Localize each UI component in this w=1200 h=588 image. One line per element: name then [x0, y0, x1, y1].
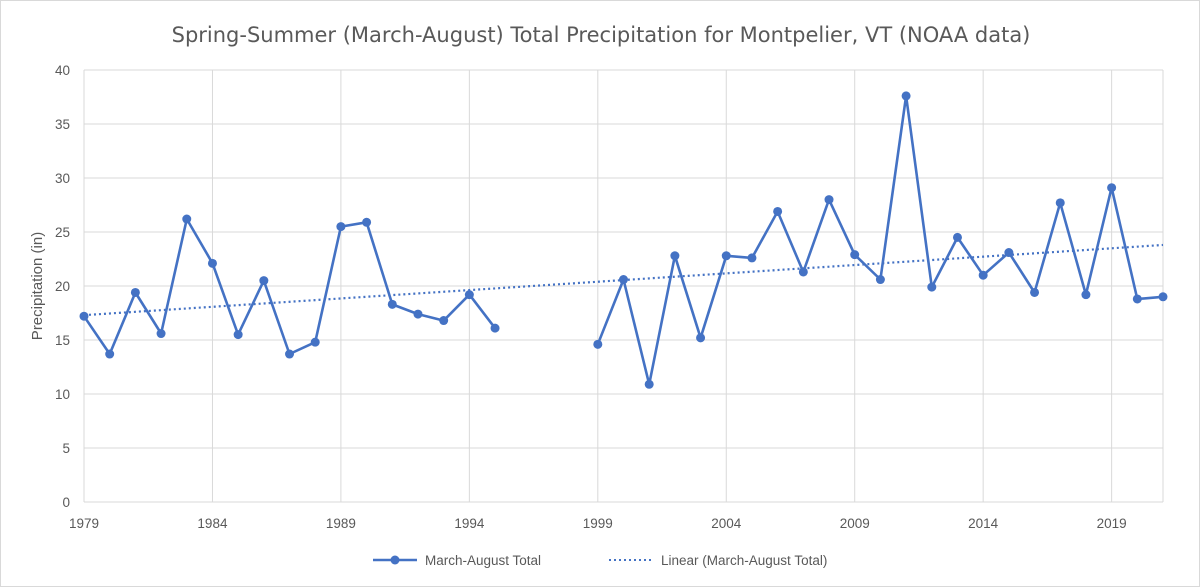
- data-point: [464, 290, 474, 300]
- data-point: [156, 329, 166, 339]
- y-tick-label: 35: [55, 117, 70, 132]
- data-point: [1055, 198, 1065, 208]
- data-point: [233, 330, 243, 340]
- x-tick-label: 2019: [1097, 516, 1127, 531]
- data-point: [1081, 290, 1091, 300]
- x-tick-label: 1984: [197, 516, 228, 531]
- x-axis-ticks: 1979 1984 1989 1994 1999 2004 2009 2014 2019: [69, 516, 1127, 531]
- x-tick-label: 1989: [326, 516, 356, 531]
- data-point: [824, 195, 834, 205]
- x-tick-label: 1979: [69, 516, 99, 531]
- data-point: [259, 276, 269, 286]
- data-point: [850, 250, 860, 260]
- y-axis-ticks: 0 5 10 15 20 25 30 35 40: [55, 63, 70, 510]
- data-point: [927, 282, 937, 292]
- y-axis-title: Precipitation (in): [29, 232, 46, 340]
- legend-series-label: March-August Total: [425, 553, 541, 568]
- chart-title: Spring-Summer (March-August) Total Preci…: [172, 23, 1031, 47]
- data-point: [619, 275, 628, 285]
- data-point: [644, 379, 654, 389]
- data-point: [207, 258, 217, 268]
- y-tick-label: 5: [62, 441, 70, 456]
- y-tick-label: 30: [55, 171, 70, 186]
- data-point: [721, 251, 731, 261]
- data-point: [1004, 248, 1014, 258]
- data-point: [105, 349, 115, 359]
- series-line: [596, 94, 1164, 386]
- data-point: [798, 267, 808, 277]
- y-tick-label: 20: [55, 279, 70, 294]
- data-point: [747, 253, 757, 263]
- x-tick-label: 1999: [583, 516, 613, 531]
- data-point: [1132, 294, 1142, 304]
- data-point: [387, 299, 397, 309]
- data-point: [130, 287, 140, 297]
- data-point: [773, 206, 783, 216]
- data-point: [336, 222, 346, 232]
- data-point: [490, 323, 500, 333]
- data-point: [593, 339, 603, 349]
- x-tick-label: 2014: [968, 516, 999, 531]
- y-tick-label: 25: [55, 225, 70, 240]
- legend-trend-label: Linear (March-August Total): [661, 553, 827, 568]
- data-point: [439, 316, 449, 326]
- gridlines: [83, 69, 1164, 503]
- data-point: [696, 333, 706, 343]
- x-tick-label: 1994: [454, 516, 485, 531]
- x-tick-label: 2009: [840, 516, 870, 531]
- data-point: [978, 270, 988, 280]
- data-point: [1107, 183, 1117, 193]
- y-tick-label: 10: [55, 387, 70, 402]
- y-tick-label: 40: [55, 63, 70, 78]
- data-point: [285, 349, 295, 359]
- data-point: [670, 251, 680, 261]
- y-tick-label: 0: [62, 495, 70, 510]
- data-point: [182, 214, 192, 224]
- data-point: [875, 275, 885, 285]
- legend: March-August Total Linear (March-August …: [373, 553, 827, 568]
- data-point: [413, 309, 423, 319]
- data-point: [1158, 292, 1168, 302]
- legend-series-marker: [390, 555, 400, 565]
- y-tick-label: 15: [55, 333, 70, 348]
- data-point: [901, 91, 911, 101]
- data-point: [952, 232, 962, 242]
- data-point: [310, 337, 320, 347]
- data-point: [1030, 287, 1040, 297]
- x-tick-label: 2004: [711, 516, 742, 531]
- series-layer: [79, 91, 1168, 389]
- data-point: [79, 311, 89, 321]
- data-point: [362, 217, 372, 227]
